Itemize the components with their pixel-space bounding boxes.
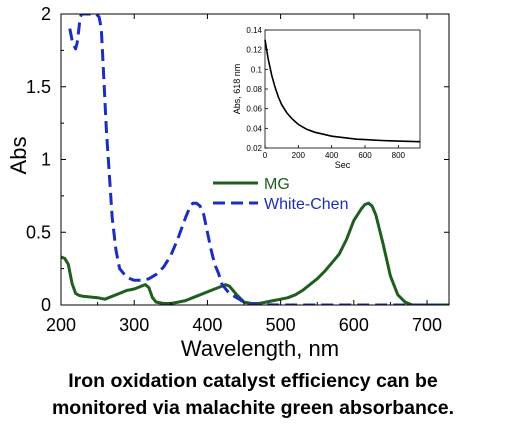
x-tick-label: 200 (46, 315, 76, 335)
inset-x-tick-label: 400 (325, 151, 339, 160)
y-tick-label: 0 (41, 295, 51, 315)
main-plot: 200 300 400 500 600 700 0 0.5 1 1.5 2 Wavelength, n… (6, 4, 450, 361)
inset-x-tick-label: 0 (263, 151, 268, 160)
x-tick-label: 600 (339, 315, 369, 335)
x-tick-label: 300 (119, 315, 149, 335)
caption-line-2: monitored via malachite green absorbance… (51, 397, 455, 419)
inset-x-tick-label: 200 (292, 151, 306, 160)
inset-y-tick-label: 0.08 (246, 85, 262, 94)
figure-caption: Iron oxidation catalyst efficiency can b… (0, 368, 506, 422)
y-axis-label: Abs (6, 137, 31, 175)
inset-background (228, 22, 428, 174)
inset-y-tick-label: 0.02 (246, 144, 262, 153)
inset-y-tick-label: 0.12 (246, 46, 262, 55)
x-tick-label: 500 (266, 315, 296, 335)
y-tick-label: 2 (41, 4, 51, 24)
inset-series-line (264, 39, 421, 143)
inset-x-axis-label: Sec (335, 160, 351, 170)
caption-line-1: Iron oxidation catalyst efficiency can b… (68, 370, 438, 392)
x-axis-label: Wavelength, nm (181, 336, 339, 361)
y-tick-label: 1 (41, 150, 51, 170)
inset-y-tick-label: 0.06 (246, 105, 262, 114)
inset-y-tick-label: 0.04 (246, 124, 262, 133)
inset-y-tick-label: 0.1 (251, 65, 263, 74)
legend-label: MG (264, 176, 290, 193)
inset-y-axis-label: Abs, 618 nm (232, 64, 242, 115)
legend-label: White-Chen (264, 196, 348, 213)
inset-y-tick-label: 0.14 (246, 26, 262, 35)
y-tick-label: 0.5 (26, 222, 51, 242)
series-line-mg (61, 201, 449, 305)
absorbance-chart: 200 300 400 500 600 700 0 0.5 1 1.5 2 Wavelength, n… (6, 4, 450, 361)
inset-plot: 0 200 400 600 800 0.02 0.04 0.06 0.08 0.1 0.12 0.14… (228, 22, 428, 174)
y-tick-label: 1.5 (26, 77, 51, 97)
series-line-white-chen (68, 14, 449, 305)
legend: MG White-Chen (213, 176, 348, 213)
x-tick-label: 700 (412, 315, 442, 335)
x-tick-label: 400 (192, 315, 222, 335)
inset-x-tick-label: 600 (358, 151, 372, 160)
inset-x-tick-label: 800 (392, 151, 406, 160)
